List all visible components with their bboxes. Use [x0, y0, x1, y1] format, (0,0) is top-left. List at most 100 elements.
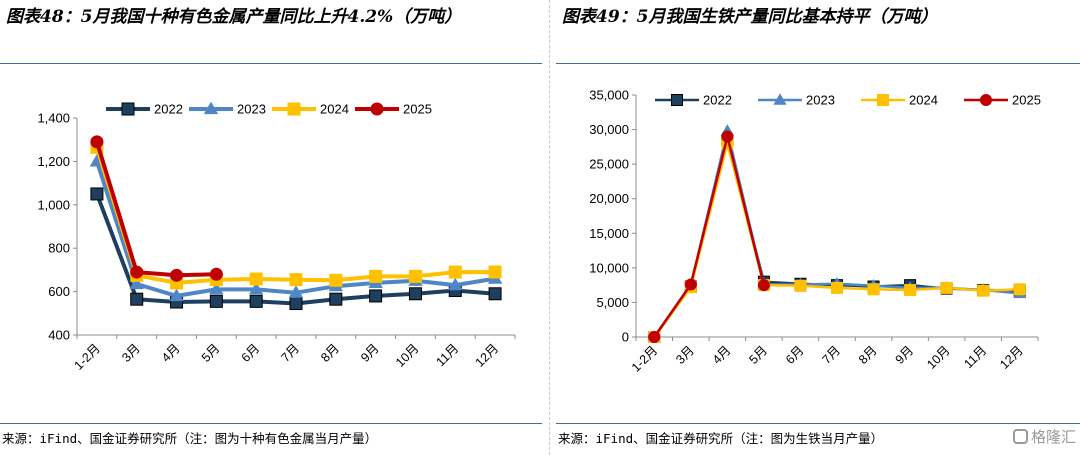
data-point [488, 265, 502, 279]
x-tick-label: 5月 [199, 341, 223, 365]
x-tick-label: 9月 [358, 341, 382, 365]
y-tick-label: 1,400 [37, 111, 70, 126]
title-rule [0, 63, 542, 64]
legend-label: 2022 [154, 102, 183, 117]
data-point [129, 276, 144, 290]
data-point [329, 273, 343, 287]
watermark-logo-icon [1012, 429, 1028, 444]
x-tick-label: 1-2月 [629, 343, 661, 375]
data-point [757, 279, 770, 292]
y-tick-label: 0 [622, 330, 629, 345]
data-point [671, 94, 683, 106]
data-point [648, 331, 661, 343]
y-tick-label: 35,000 [589, 88, 629, 103]
legend-item: 2025 [355, 102, 432, 117]
data-point [249, 272, 263, 286]
x-tick-label: 6月 [783, 343, 807, 367]
data-point [448, 277, 463, 291]
x-tick-label: 3月 [119, 341, 143, 365]
data-point [773, 93, 787, 105]
x-tick-label: 10月 [393, 341, 422, 370]
data-point [170, 268, 184, 282]
series-line [94, 141, 217, 278]
y-tick-label: 1,200 [37, 154, 70, 169]
x-tick-label: 4月 [710, 343, 734, 367]
series-2022 [648, 133, 1026, 343]
line-chart-pig-iron: 0 5,000 10,000 15,000 20,000 25,000 30,000 35,0… [589, 88, 1041, 375]
x-tick-label: 8月 [856, 343, 880, 367]
chart-panel-right: 图表49：5月我国生铁产量同比基本持平（万吨） 0 5,000 10,000 15,0… [556, 0, 1080, 455]
legend-label: 2025 [1012, 93, 1041, 108]
data-point [904, 283, 917, 296]
data-point [90, 187, 104, 201]
watermark: 格隆汇 [1012, 426, 1076, 447]
source-rule [556, 423, 1080, 424]
x-tick-label: 11月 [433, 341, 461, 369]
y-tick-label: 15,000 [589, 226, 629, 241]
data-point [249, 294, 263, 308]
y-tick-label: 30,000 [589, 122, 629, 137]
data-point [130, 292, 144, 306]
data-point [209, 294, 223, 308]
data-point [794, 279, 807, 292]
x-tick-label: 8月 [318, 341, 342, 365]
x-tick-label: 3月 [673, 343, 697, 367]
source-note: 来源：iFind、国金证券研究所（注：图为生铁当月产量） [558, 431, 884, 446]
legend-label: 2023 [237, 102, 266, 117]
x-tick-label: 12月 [473, 341, 502, 370]
data-point [369, 269, 383, 283]
legend-label: 2024 [909, 93, 938, 108]
x-tick-label: 10月 [924, 343, 953, 372]
legend-item: 2023 [189, 102, 266, 117]
data-point [940, 281, 953, 294]
series-2024 [90, 140, 502, 290]
legend-label: 2024 [320, 102, 349, 117]
data-point [831, 281, 843, 294]
x-tick-label: 7月 [819, 343, 843, 367]
series-line [653, 135, 766, 338]
series-line [94, 146, 496, 285]
x-tick-label: 9月 [893, 343, 917, 367]
source-note: 来源：iFind、国金证券研究所（注：图为十种有色金属当月产量） [2, 431, 378, 446]
data-point [721, 130, 734, 143]
data-point [1013, 283, 1026, 296]
data-point [203, 101, 219, 115]
y-tick-label: 400 [48, 328, 70, 343]
data-point [980, 94, 992, 106]
x-tick-label: 12月 [997, 343, 1026, 372]
series-2024 [648, 137, 1026, 343]
chart-title: 图表48：5月我国十种有色金属产量同比上升4.2%（万吨） [6, 7, 462, 27]
data-point [488, 287, 502, 301]
y-tick-label: 10,000 [589, 260, 629, 275]
x-tick-label: 11月 [961, 343, 989, 371]
data-point [169, 288, 184, 302]
data-point [329, 292, 343, 306]
legend-label: 2022 [703, 93, 732, 108]
legend-item: 2024 [272, 102, 349, 117]
series-2022 [90, 187, 502, 311]
data-point [209, 267, 223, 281]
y-tick-label: 800 [48, 241, 70, 256]
data-point [977, 284, 990, 297]
series-2025 [90, 135, 223, 282]
watermark-text: 格隆汇 [1030, 428, 1076, 446]
y-tick-label: 1,000 [37, 197, 70, 212]
legend-item: 2022 [655, 93, 732, 108]
data-point [370, 102, 384, 116]
data-point [408, 269, 422, 283]
y-tick-label: 25,000 [589, 157, 629, 172]
data-point [877, 94, 889, 106]
data-point [408, 287, 422, 301]
x-tick-label: 7月 [278, 341, 302, 365]
x-tick-label: 6月 [239, 341, 263, 365]
data-point [289, 273, 303, 287]
x-tick-label: 1-2月 [72, 341, 104, 373]
legend-item: 2022 [106, 102, 183, 117]
title-rule [556, 63, 1080, 64]
data-point [248, 282, 264, 295]
data-point [90, 135, 104, 149]
series-line [653, 138, 1020, 338]
series-2025 [648, 130, 770, 343]
y-tick-label: 5,000 [596, 295, 629, 310]
legend-item: 2025 [964, 93, 1041, 108]
